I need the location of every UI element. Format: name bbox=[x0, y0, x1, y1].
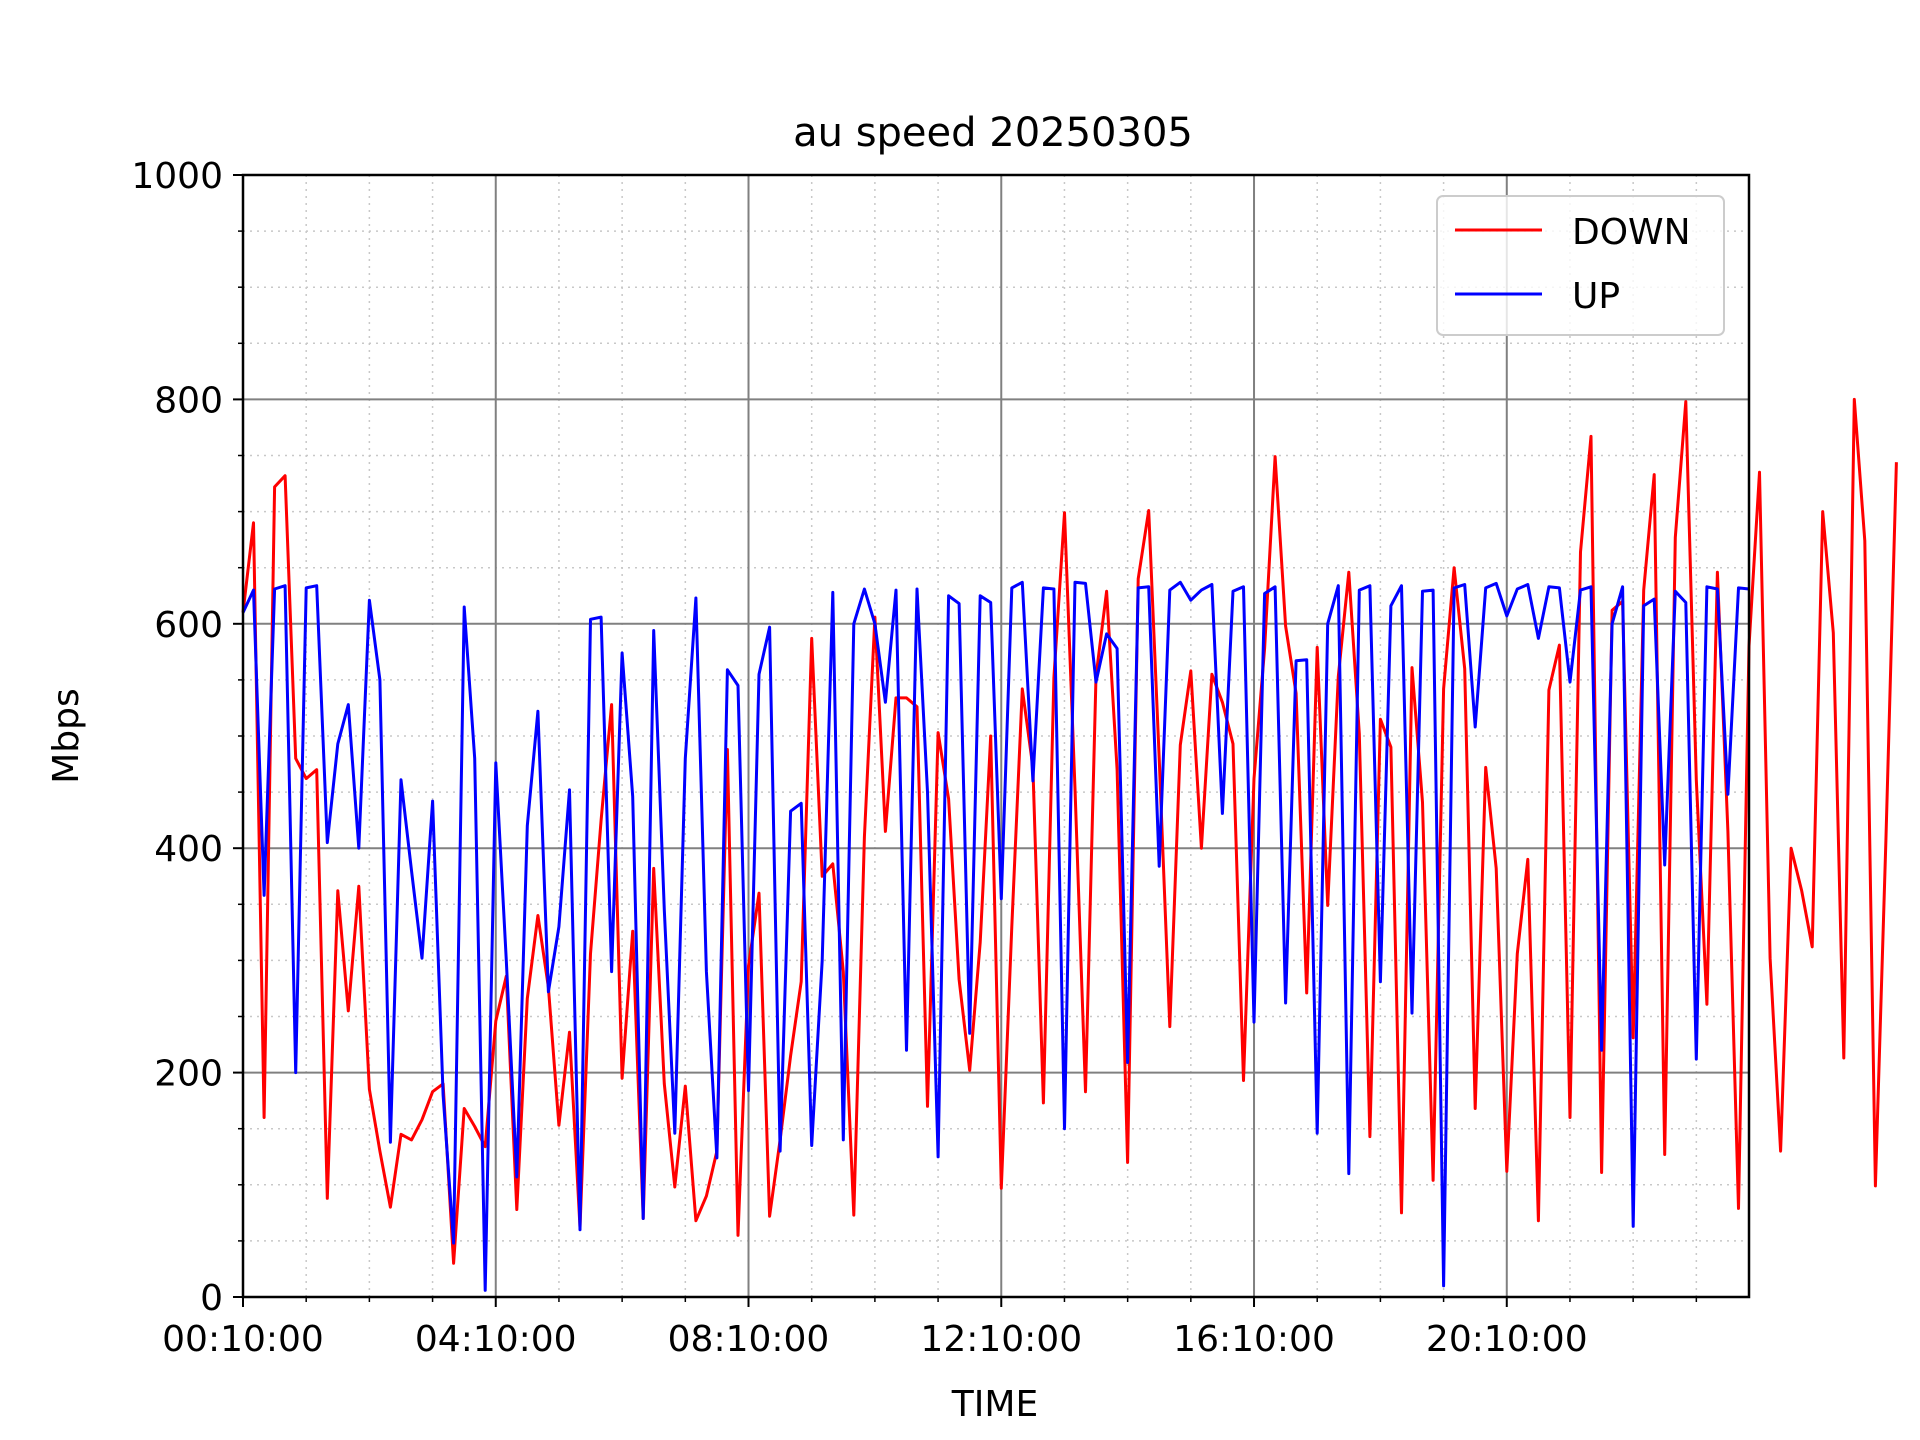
x-tick-label: 04:10:00 bbox=[415, 1319, 577, 1360]
legend: DOWN UP bbox=[1436, 195, 1725, 336]
ticks-layer: 0 200 400 600 800 1000 00:10:00 04:10:00 08:10:0… bbox=[131, 156, 1698, 1360]
y-tick-label: 800 bbox=[154, 380, 223, 421]
x-tick-label: 20:10:00 bbox=[1426, 1319, 1588, 1360]
y-tick-label: 0 bbox=[200, 1278, 223, 1319]
legend-down-label: DOWN bbox=[1572, 212, 1691, 253]
x-tick-label: 00:10:00 bbox=[162, 1319, 324, 1360]
y-tick-label: 200 bbox=[154, 1054, 223, 1095]
series-line-down bbox=[241, 397, 1898, 1265]
x-tick-label: 16:10:00 bbox=[1173, 1319, 1335, 1360]
chart-title: au speed 20250305 bbox=[793, 110, 1193, 156]
y-tick-label: 400 bbox=[154, 829, 223, 870]
y-tick-label: 600 bbox=[154, 605, 223, 646]
x-tick-label: 08:10:00 bbox=[668, 1319, 830, 1360]
major-grid bbox=[243, 175, 1749, 1297]
series-layer bbox=[241, 397, 1898, 1292]
legend-up-label: UP bbox=[1572, 276, 1620, 317]
y-tick-label: 1000 bbox=[131, 156, 223, 197]
y-axis-label: Mbps bbox=[46, 688, 87, 784]
series-line-up bbox=[241, 580, 1750, 1292]
x-tick-label: 12:10:00 bbox=[920, 1319, 1082, 1360]
plot-frame bbox=[241, 173, 1751, 1299]
x-axis-label: TIME bbox=[951, 1384, 1038, 1425]
